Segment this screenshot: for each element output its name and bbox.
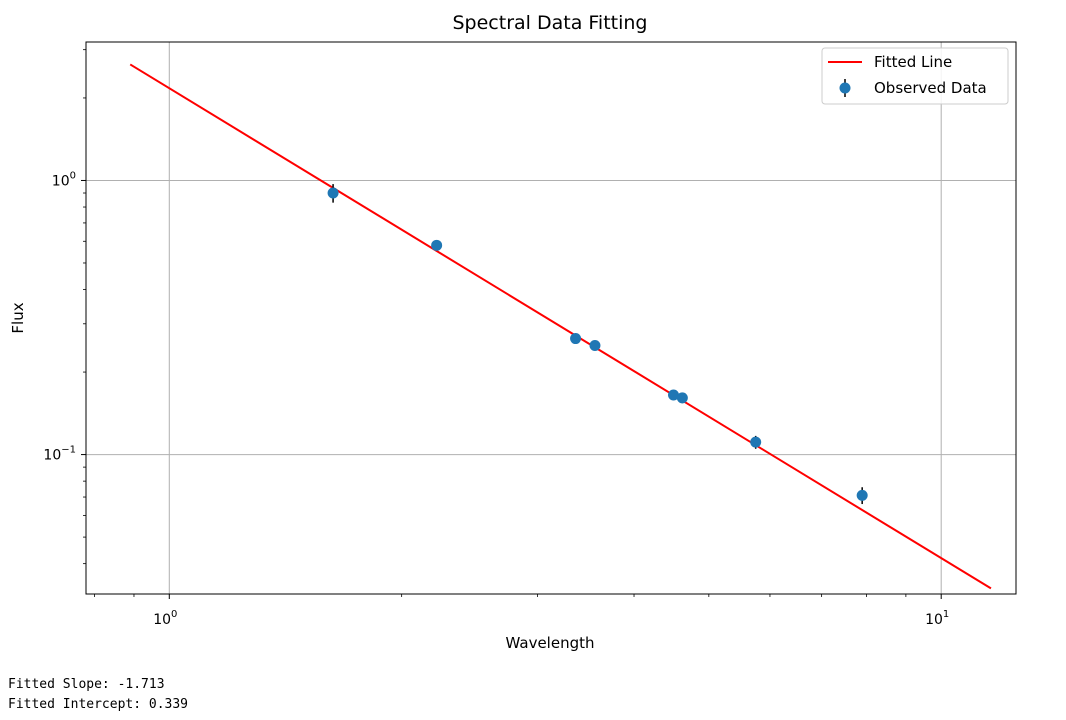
chart-title: Spectral Data Fitting xyxy=(453,12,648,34)
legend-label-fitted-line: Fitted Line xyxy=(874,53,952,71)
legend-swatch-observed-data xyxy=(839,82,851,94)
data-point xyxy=(676,392,688,404)
y-tick-exponent: 0 xyxy=(70,170,76,181)
data-point xyxy=(856,489,868,501)
y-tick-exponent: −1 xyxy=(61,445,76,456)
fitted-intercept-output: Fitted Intercept: 0.339 xyxy=(8,697,189,712)
fitted-slope-output: Fitted Slope: -1.713 xyxy=(8,677,165,692)
data-point xyxy=(750,436,762,448)
data-point xyxy=(589,339,601,351)
figure-background xyxy=(0,0,1066,670)
plot-area-frame xyxy=(85,41,1017,595)
fitted-line xyxy=(129,63,992,590)
grid-lines xyxy=(86,42,1016,594)
x-tick-exponent: 1 xyxy=(943,609,949,620)
y-axis-label: Flux xyxy=(9,302,27,333)
chart-figure: Spectral Data Fitting Wavelength Flux 1 0… xyxy=(0,0,1066,670)
data-point xyxy=(431,239,443,251)
legend-box xyxy=(821,47,1009,105)
data-point xyxy=(570,333,582,345)
legend-label-observed-data: Observed Data xyxy=(874,79,987,97)
legend: Fitted Line Observed Data xyxy=(821,47,1009,105)
x-axis-label: Wavelength xyxy=(506,634,595,652)
x-tick-exponent: 0 xyxy=(171,609,177,620)
data-point xyxy=(327,187,339,199)
data-point xyxy=(668,389,680,401)
plot-series xyxy=(129,63,992,590)
